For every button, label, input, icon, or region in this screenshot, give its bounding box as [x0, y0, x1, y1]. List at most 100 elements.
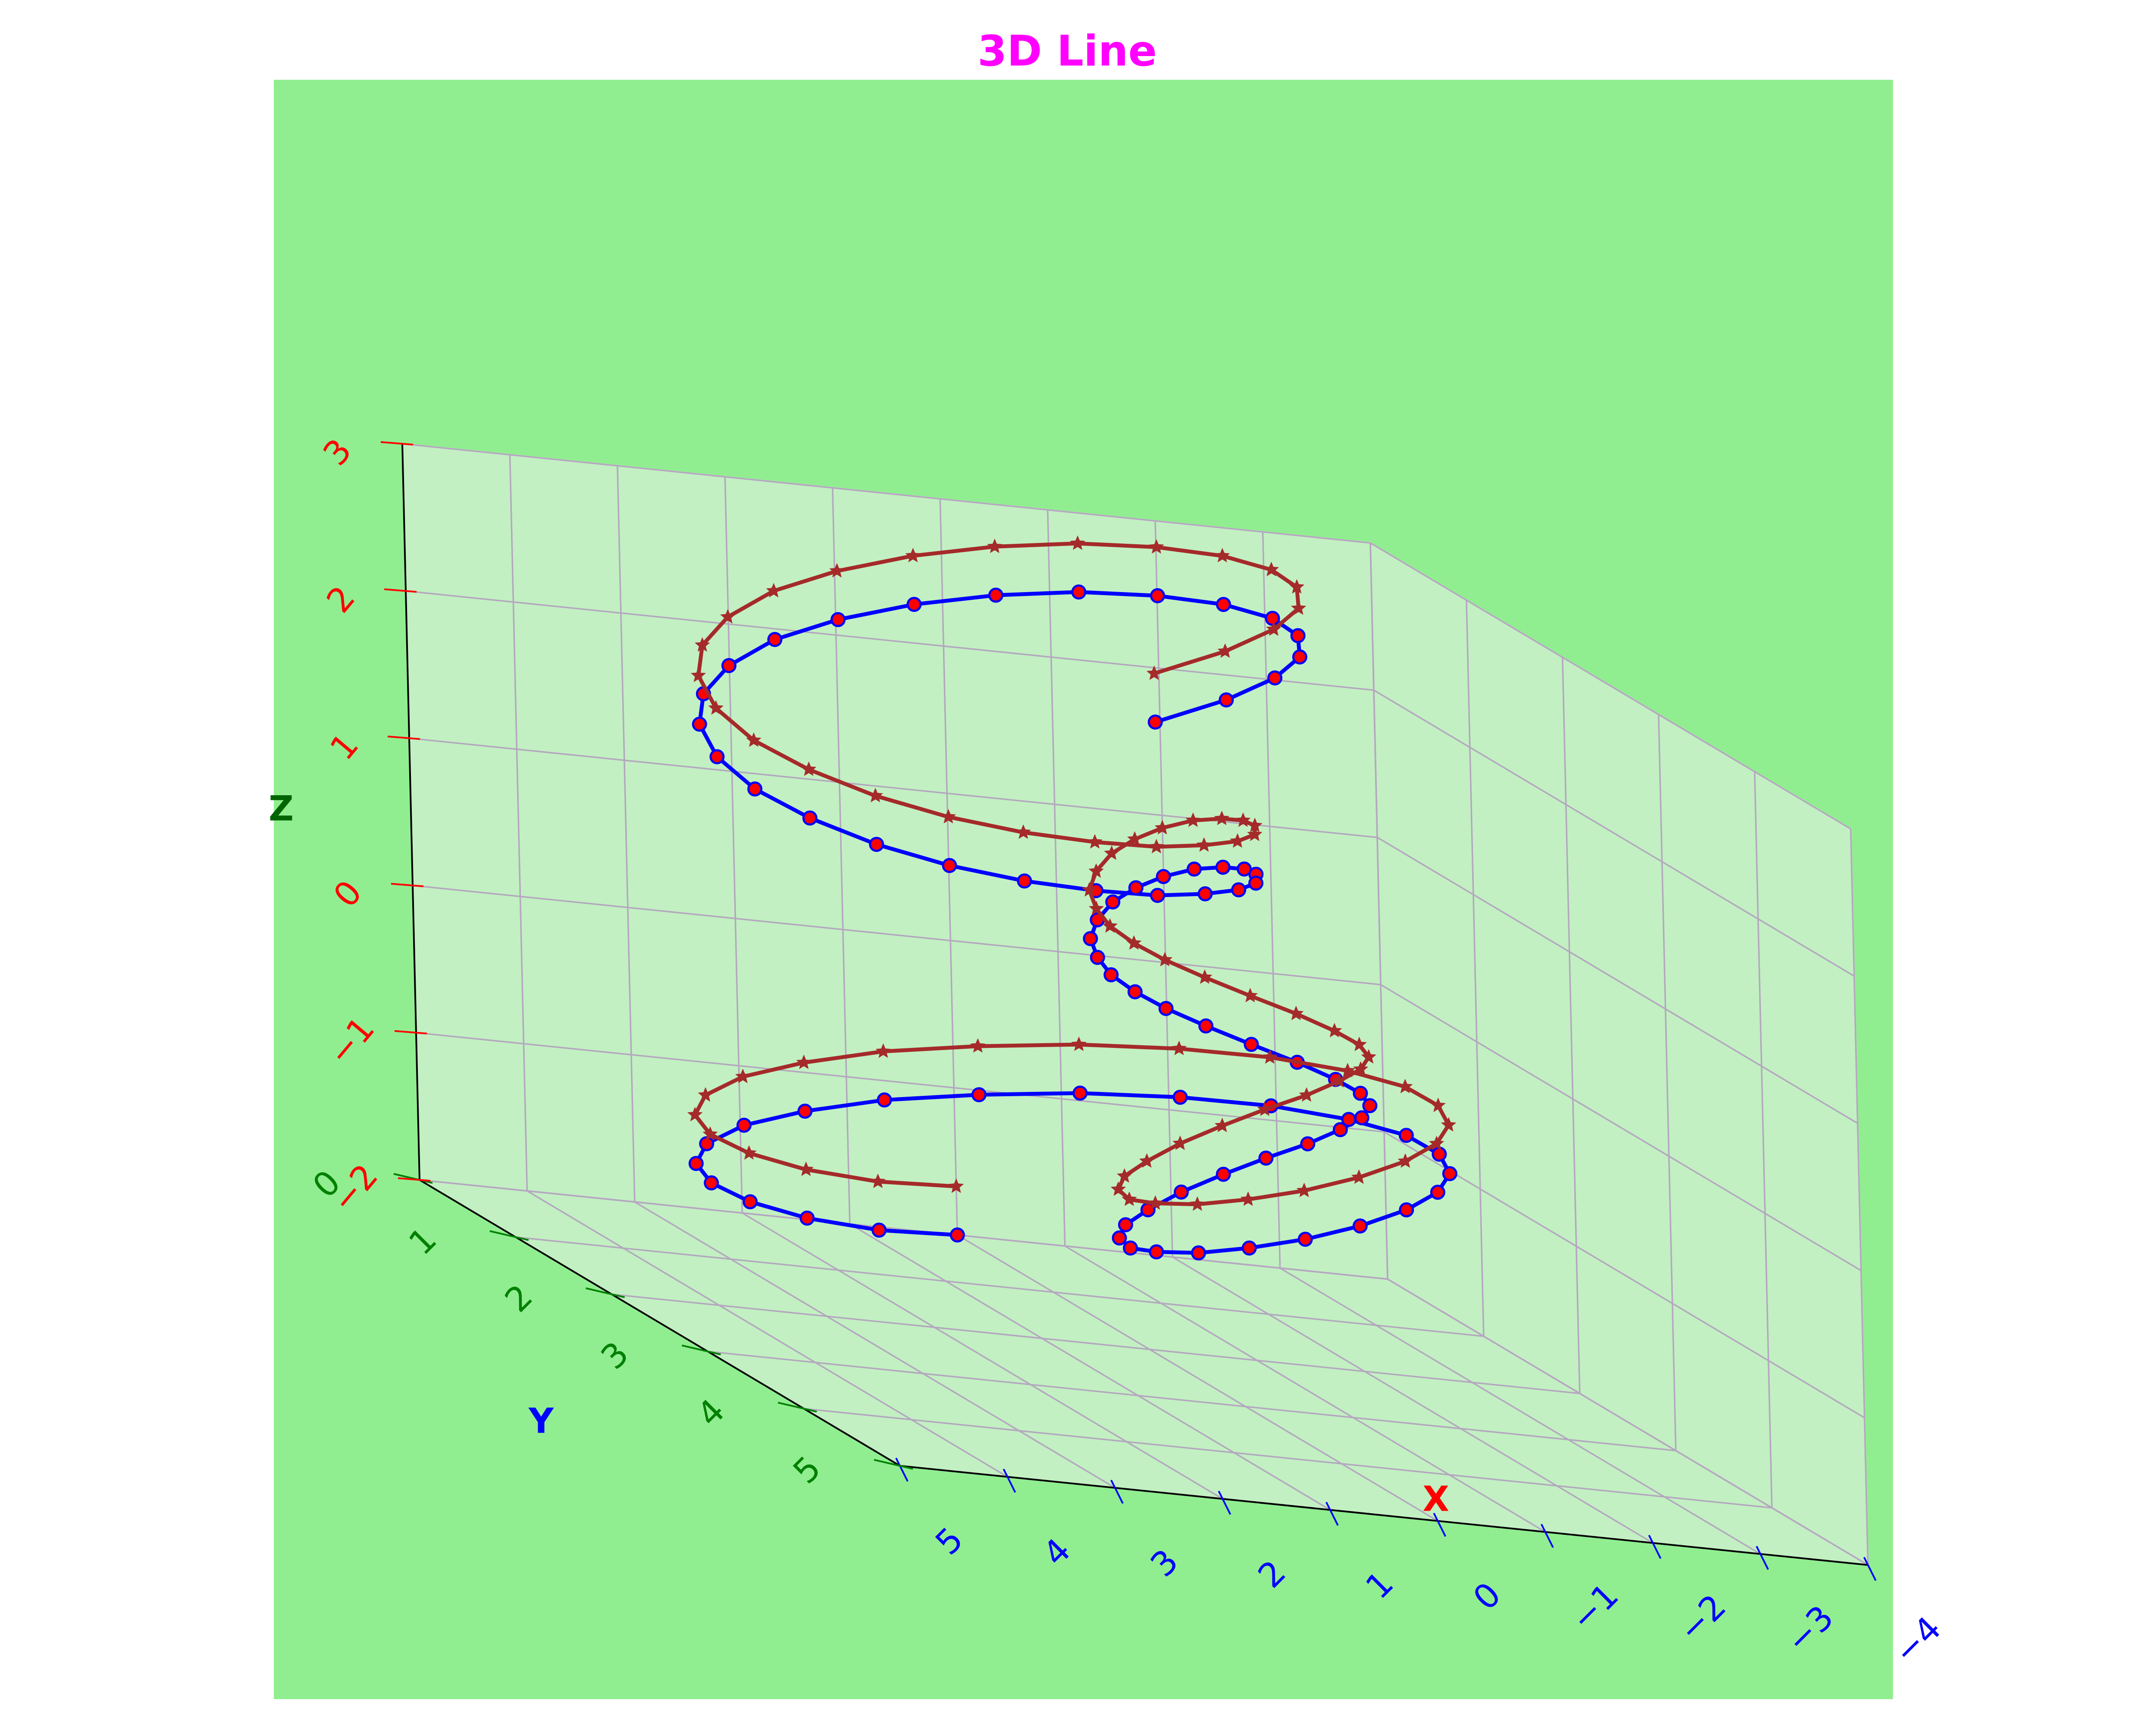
data-point-star: [1289, 579, 1305, 594]
y-tick: [874, 1459, 913, 1470]
data-point-star: [1214, 810, 1230, 825]
gridline: [742, 1212, 1223, 1500]
data-point-circle: [709, 749, 725, 765]
data-point-circle: [869, 837, 884, 852]
data-point-star: [940, 809, 956, 824]
data-point-circle: [1103, 967, 1119, 982]
gridline: [402, 443, 1371, 544]
data-point-star: [1171, 1041, 1187, 1055]
x-tick: [1325, 1502, 1339, 1526]
data-point-circle: [721, 658, 736, 673]
data-point-circle: [1123, 1240, 1138, 1256]
axis-lines: [401, 443, 1868, 1566]
data-point-star: [905, 548, 921, 562]
data-point-circle: [877, 1092, 892, 1108]
data-point-circle: [747, 781, 763, 797]
data-point-star: [796, 1054, 812, 1070]
data-point-circle: [942, 858, 957, 873]
gridline: [1369, 543, 1388, 1280]
gridline: [526, 1190, 1008, 1478]
z-tick: [398, 1177, 431, 1182]
gridline: [509, 455, 528, 1191]
x-tick: [1863, 1557, 1877, 1581]
data-point-circle: [1248, 875, 1263, 891]
data-point-star: [948, 1178, 964, 1193]
data-point-star: [1296, 1182, 1312, 1198]
data-point-circle: [1173, 1184, 1189, 1200]
gridline: [419, 1179, 1388, 1280]
gridline: [724, 477, 743, 1213]
data-point-star: [1146, 665, 1162, 680]
data-point-star: [1126, 935, 1142, 950]
data-point-star: [1240, 1191, 1256, 1206]
data-point-star: [1088, 863, 1104, 878]
data-point-circle: [1292, 649, 1307, 665]
data-point-circle: [1128, 880, 1144, 896]
x-tick: [1540, 1524, 1554, 1548]
y-tick: [393, 1173, 433, 1184]
data-point-circle: [799, 1211, 815, 1226]
data-point-circle: [743, 1194, 758, 1210]
y-axis-label: Y: [528, 1401, 554, 1441]
data-point-star: [720, 609, 736, 624]
data-point-circle: [1127, 984, 1143, 1000]
gridline: [1561, 657, 1581, 1394]
data-point-star: [1351, 1036, 1367, 1051]
gridline: [1380, 984, 1861, 1271]
data-point-circle: [1216, 1167, 1231, 1182]
x-tick: [1218, 1490, 1232, 1515]
gridline: [832, 488, 851, 1224]
gridline: [1658, 714, 1677, 1451]
data-point-star: [1430, 1098, 1446, 1112]
gridline: [416, 1032, 1385, 1133]
chart-title: 3D Line: [978, 27, 1157, 76]
gridline: [1262, 532, 1281, 1268]
data-point-circle: [1398, 1128, 1414, 1143]
data-point-circle: [1156, 869, 1171, 884]
data-point-circle: [1071, 584, 1087, 600]
data-point-star: [698, 1087, 713, 1102]
gridline: [804, 1408, 1772, 1509]
data-point-circle: [871, 1223, 887, 1238]
data-point-star: [766, 583, 781, 598]
data-point-star: [1351, 1169, 1367, 1184]
data-point-star: [1288, 1005, 1304, 1020]
data-point-star: [1147, 1195, 1163, 1210]
data-point-circle: [802, 810, 818, 826]
data-point-circle: [767, 632, 783, 647]
z-axis-line: [401, 443, 420, 1180]
data-point-star: [1149, 539, 1164, 554]
data-point-star: [1149, 838, 1164, 853]
data-point-circle: [1090, 950, 1105, 965]
data-point-star: [987, 538, 1003, 553]
x-axis-label: X: [1423, 1479, 1449, 1519]
gridline: [611, 1293, 1580, 1394]
data-point-circle: [1231, 882, 1247, 897]
gridline: [957, 1234, 1438, 1522]
gridline: [849, 1223, 1331, 1511]
data-point-circle: [1442, 1166, 1457, 1181]
data-point-circle: [1158, 1000, 1174, 1016]
x-tick-label: −4: [1887, 1609, 1949, 1672]
data-point-circle: [1430, 1185, 1445, 1200]
data-point-circle: [1353, 1085, 1368, 1101]
data-point-star: [1081, 882, 1097, 897]
data-point-star: [798, 1161, 814, 1176]
x-tick: [1755, 1546, 1769, 1570]
gridline: [1064, 1245, 1546, 1533]
data-point-circle: [830, 612, 846, 627]
data-point-circle: [1399, 1202, 1414, 1218]
data-point-star: [1262, 1049, 1278, 1064]
data-point-star: [1102, 918, 1118, 933]
data-point-star: [1353, 1061, 1369, 1076]
series-1: [688, 584, 1457, 1261]
data-point-circle: [1083, 931, 1098, 947]
data-point-star: [1117, 1168, 1132, 1183]
data-point-star: [1361, 1049, 1376, 1064]
data-point-circle: [736, 1117, 752, 1133]
data-point-circle: [1105, 894, 1121, 910]
z-tick: [384, 588, 417, 593]
data-point-circle: [906, 597, 922, 612]
z-tick: [394, 1030, 427, 1035]
